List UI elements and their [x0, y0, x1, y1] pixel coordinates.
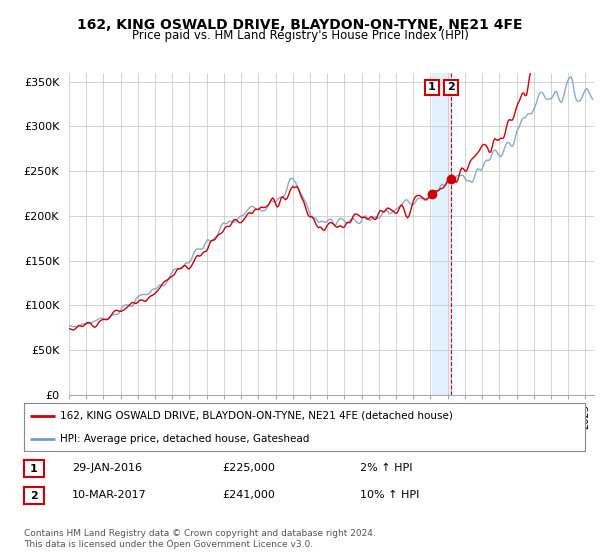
Text: 10% ↑ HPI: 10% ↑ HPI: [360, 490, 419, 500]
Text: £241,000: £241,000: [222, 490, 275, 500]
Text: 1: 1: [428, 82, 436, 92]
Text: 2% ↑ HPI: 2% ↑ HPI: [360, 463, 413, 473]
Text: Contains HM Land Registry data © Crown copyright and database right 2024.
This d: Contains HM Land Registry data © Crown c…: [24, 529, 376, 549]
Text: £225,000: £225,000: [222, 463, 275, 473]
Text: 162, KING OSWALD DRIVE, BLAYDON-ON-TYNE, NE21 4FE: 162, KING OSWALD DRIVE, BLAYDON-ON-TYNE,…: [77, 18, 523, 32]
Text: 1: 1: [30, 464, 38, 474]
Text: 10-MAR-2017: 10-MAR-2017: [72, 490, 147, 500]
Bar: [432, 73, 451, 395]
Text: 29-JAN-2016: 29-JAN-2016: [72, 463, 142, 473]
Text: 2: 2: [447, 82, 455, 92]
Text: HPI: Average price, detached house, Gateshead: HPI: Average price, detached house, Gate…: [61, 435, 310, 445]
Text: 162, KING OSWALD DRIVE, BLAYDON-ON-TYNE, NE21 4FE (detached house): 162, KING OSWALD DRIVE, BLAYDON-ON-TYNE,…: [61, 410, 454, 421]
Text: 2: 2: [30, 491, 38, 501]
Text: Price paid vs. HM Land Registry's House Price Index (HPI): Price paid vs. HM Land Registry's House …: [131, 29, 469, 42]
